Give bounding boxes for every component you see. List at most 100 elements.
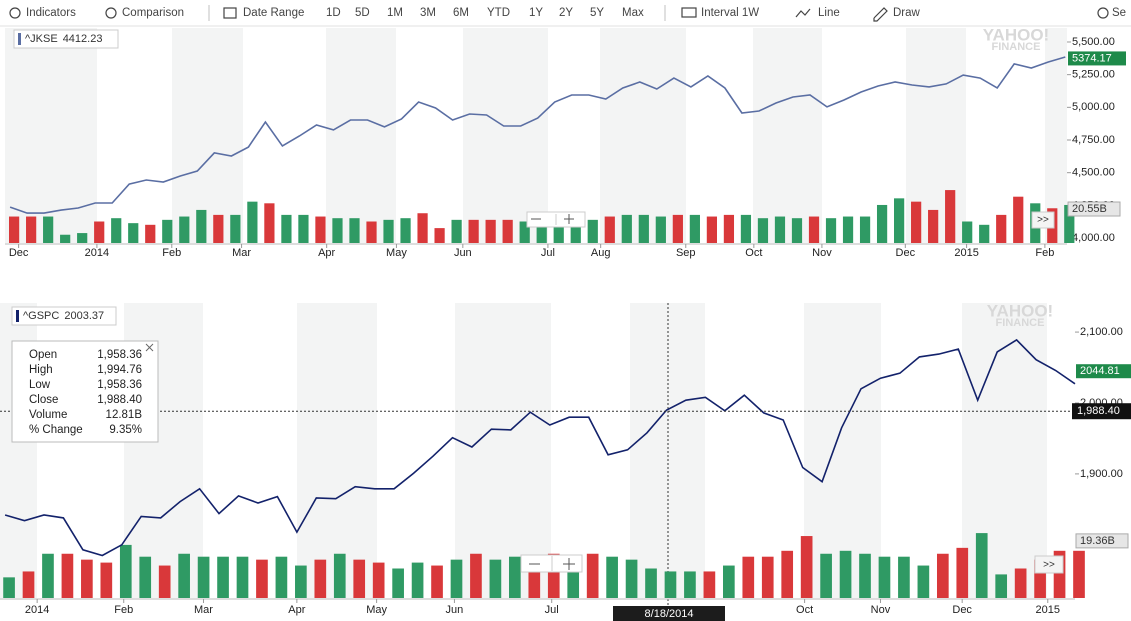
tooltip-label: Open	[29, 349, 57, 361]
toolbar-item[interactable]: Date Range	[243, 7, 304, 19]
volume-bar	[333, 553, 346, 598]
last-value-label: 2044.81	[1080, 365, 1120, 377]
month-stripe	[455, 303, 551, 598]
x-tick-label: 2014	[25, 604, 49, 616]
range-button[interactable]: 5Y	[590, 7, 604, 19]
volume-bar	[372, 562, 385, 598]
x-tick-label: May	[366, 604, 387, 616]
toolbar-item[interactable]: Comparison	[122, 7, 184, 19]
volume-bar	[706, 216, 717, 243]
tooltip-value: 1,958.36	[97, 379, 142, 391]
range-button[interactable]: 1D	[326, 7, 341, 19]
x-tick-label: Jul	[541, 247, 555, 259]
x-tick-label: Apr	[288, 604, 305, 616]
x-tick-label: Oct	[745, 247, 762, 259]
volume-bar	[213, 214, 224, 243]
volume-bar	[962, 221, 973, 243]
volume-bar	[315, 216, 326, 243]
volume-bar	[230, 214, 241, 243]
y-tick-label: 5,500.00	[1072, 36, 1115, 48]
y-tick-label: 4,500.00	[1072, 167, 1115, 179]
range-button[interactable]: YTD	[487, 7, 510, 19]
volume-bar	[936, 553, 949, 598]
x-tick-label: Oct	[796, 604, 813, 616]
more-button-label[interactable]: >>	[1037, 215, 1049, 226]
tooltip-close[interactable]	[145, 343, 154, 352]
y-tick-label: 5,000.00	[1072, 101, 1115, 113]
x-tick-label: 2014	[85, 247, 109, 259]
toolbar-item[interactable]: Interval 1W	[701, 7, 759, 19]
volume-bar	[625, 559, 638, 598]
volume-bar	[295, 565, 307, 598]
toolbar-item[interactable]: Se	[1112, 7, 1126, 19]
volume-bar	[366, 221, 377, 243]
zoom-control[interactable]	[520, 554, 583, 573]
volume-bar	[553, 214, 564, 243]
range-button[interactable]: 6M	[453, 7, 469, 19]
volume-value-label: 20.55B	[1072, 203, 1107, 215]
volume-bar	[81, 559, 93, 598]
volume-bar	[781, 550, 794, 598]
volume-bar	[898, 556, 910, 598]
volume-bar	[77, 233, 88, 243]
volume-bar	[664, 571, 677, 598]
volume-bar	[689, 214, 700, 243]
range-button[interactable]: 1Y	[529, 7, 543, 19]
toolbar-item[interactable]: Indicators	[26, 7, 76, 19]
month-stripe	[172, 28, 243, 243]
volume-bar	[392, 568, 404, 598]
volume-bar	[519, 221, 530, 243]
volume-bar	[502, 219, 513, 243]
range-button[interactable]: 2Y	[559, 7, 573, 19]
more-button[interactable]	[1031, 211, 1055, 229]
volume-bar	[162, 219, 173, 243]
volume-bar	[264, 203, 275, 243]
volume-bar	[145, 224, 156, 243]
watermark: YAHOO!	[983, 25, 1049, 44]
volume-bar	[859, 553, 871, 598]
volume-bar	[417, 213, 428, 243]
volume-bar	[94, 221, 105, 243]
volume-value-box	[1067, 201, 1121, 217]
tooltip-value: 1,958.36	[97, 349, 142, 361]
volume-bar	[100, 562, 113, 598]
volume-bar	[859, 216, 871, 243]
volume-bar	[383, 219, 394, 243]
more-button[interactable]	[1034, 555, 1064, 574]
toolbar-item[interactable]: Draw	[893, 7, 921, 19]
toolbar-icons	[9, 5, 1109, 22]
y-tick-label: 5,250.00	[1072, 69, 1115, 81]
line-icon	[795, 8, 811, 18]
tooltip-label: High	[29, 364, 53, 376]
volume-bar	[570, 221, 581, 243]
volume-bar	[434, 228, 445, 243]
volume-bar	[791, 218, 803, 243]
date-icon	[223, 7, 237, 19]
tooltip-label: Volume	[29, 409, 67, 421]
legend-box	[13, 29, 119, 49]
volume-bar	[42, 553, 54, 598]
month-stripe	[753, 28, 822, 243]
legend-name: ^JKSE	[25, 33, 58, 45]
toolbar-item[interactable]: Line	[818, 7, 840, 19]
tooltip-value: 12.81B	[106, 409, 143, 421]
volume-bar	[43, 216, 54, 243]
volume-value-box	[1075, 533, 1129, 549]
volume-bar	[451, 219, 462, 243]
legend-box	[11, 306, 117, 326]
more-button-label[interactable]: >>	[1043, 560, 1055, 571]
watermark: FINANCE	[996, 317, 1045, 329]
volume-bar	[197, 556, 210, 598]
volume-bar	[158, 565, 171, 598]
legend-swatch	[16, 310, 19, 322]
price-line	[4, 338, 1076, 557]
volume-bar	[179, 216, 190, 243]
draw-icon	[873, 7, 888, 22]
legend-entry: ^JKSE 4412.23	[25, 33, 102, 45]
range-button[interactable]: 3M	[420, 7, 436, 19]
range-button[interactable]: 5D	[355, 7, 370, 19]
range-button[interactable]: Max	[622, 7, 644, 19]
tooltip-label: Close	[29, 394, 58, 406]
zoom-control[interactable]	[526, 211, 586, 228]
range-button[interactable]: 1M	[387, 7, 403, 19]
